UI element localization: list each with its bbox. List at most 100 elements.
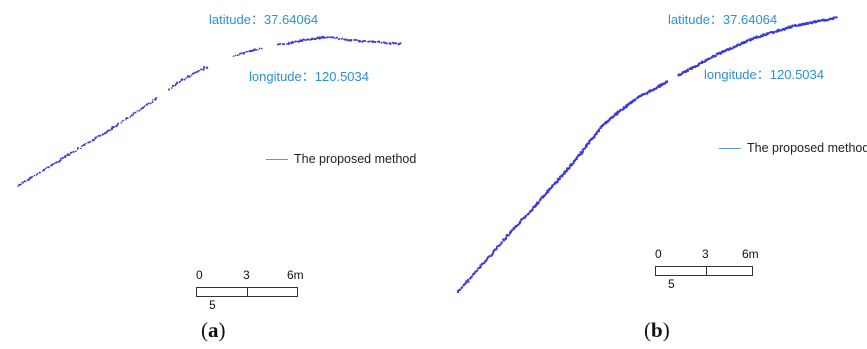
track-point	[196, 70, 199, 73]
track-point	[510, 229, 514, 232]
track-point	[180, 78, 184, 81]
track-point	[39, 171, 41, 174]
track-point	[466, 278, 470, 282]
track-point	[318, 37, 321, 40]
track-point	[117, 122, 120, 125]
track-point	[658, 85, 661, 89]
track-point	[276, 43, 279, 46]
track-point	[234, 54, 237, 57]
track-point	[122, 119, 125, 122]
track-point	[731, 47, 734, 50]
track-point	[283, 43, 286, 46]
track-point	[556, 180, 559, 183]
track-point	[93, 138, 96, 141]
track-point	[149, 102, 152, 105]
track-point	[24, 180, 27, 183]
track-point	[35, 174, 38, 176]
track-point	[835, 16, 838, 19]
track-point	[75, 150, 77, 153]
track-point	[762, 33, 765, 37]
track-point	[334, 37, 336, 40]
scale-tick-6m-a: 6m	[287, 268, 304, 282]
track-point	[194, 71, 197, 74]
track-point	[327, 36, 330, 39]
track-point	[581, 150, 585, 153]
scale-tick-0-b: 0	[655, 247, 662, 261]
track-point	[198, 69, 201, 72]
track-point	[145, 103, 148, 106]
track-point	[300, 40, 303, 43]
track-point	[583, 147, 586, 150]
track-point	[85, 142, 87, 145]
track-point	[561, 173, 564, 176]
track-point	[460, 286, 464, 289]
track-point	[136, 110, 138, 112]
legend-a: The proposed method	[266, 152, 416, 166]
track-point	[44, 167, 47, 170]
track-point	[619, 108, 622, 112]
legend-label-b: The proposed method	[747, 141, 867, 155]
track-point	[243, 51, 246, 54]
track-point	[91, 138, 95, 142]
track-point	[279, 42, 282, 45]
legend-line-a	[266, 158, 288, 160]
track-point	[519, 220, 522, 224]
track-point	[488, 255, 491, 258]
track-point	[171, 84, 175, 88]
track-point	[99, 134, 102, 137]
track-point	[64, 154, 67, 158]
track-point	[69, 151, 73, 154]
track-point	[480, 262, 484, 265]
track-point	[187, 74, 189, 77]
track-point	[170, 87, 173, 89]
track-point	[192, 72, 196, 75]
track-point	[482, 262, 486, 265]
track-point	[467, 280, 470, 283]
track-point	[176, 81, 179, 85]
track-point	[121, 120, 124, 123]
track-point	[324, 36, 326, 38]
track-point	[152, 99, 154, 101]
track-point	[101, 133, 104, 136]
scale-sub-label-a: 5	[209, 298, 216, 312]
track-point	[495, 245, 499, 248]
track-point	[364, 40, 367, 43]
track-point	[258, 47, 261, 50]
longitude-label-a: longitude：120.5034	[249, 69, 369, 84]
track-point	[495, 247, 498, 250]
track-point	[143, 105, 146, 108]
track-point	[353, 38, 356, 42]
track-point	[46, 166, 48, 169]
track-point	[362, 39, 365, 42]
track-point	[341, 37, 344, 40]
track-point	[386, 42, 388, 45]
track-point	[486, 256, 489, 259]
track-point	[376, 41, 379, 43]
scale-tick-6m-b: 6m	[742, 247, 759, 261]
track-point	[200, 68, 202, 71]
track-point	[665, 80, 669, 84]
track-point	[475, 269, 479, 272]
track-point	[311, 37, 314, 40]
track-point	[138, 109, 141, 112]
track-point	[58, 160, 61, 163]
track-point	[458, 288, 462, 291]
track-point	[36, 172, 39, 175]
track-point	[236, 54, 239, 57]
track-point	[605, 120, 608, 123]
track-point	[502, 238, 505, 241]
track-point	[504, 236, 508, 240]
track-point	[359, 40, 362, 43]
track-point	[527, 212, 530, 215]
track-point	[791, 24, 794, 27]
track-point	[749, 38, 753, 41]
track-point	[134, 111, 137, 114]
track-point	[27, 178, 30, 181]
track-point	[240, 52, 243, 55]
track-point	[349, 39, 353, 42]
track-point	[155, 96, 158, 99]
track-b-svg	[456, 16, 838, 294]
track-point	[154, 98, 157, 101]
track-point	[260, 47, 263, 50]
track-point	[374, 40, 377, 44]
